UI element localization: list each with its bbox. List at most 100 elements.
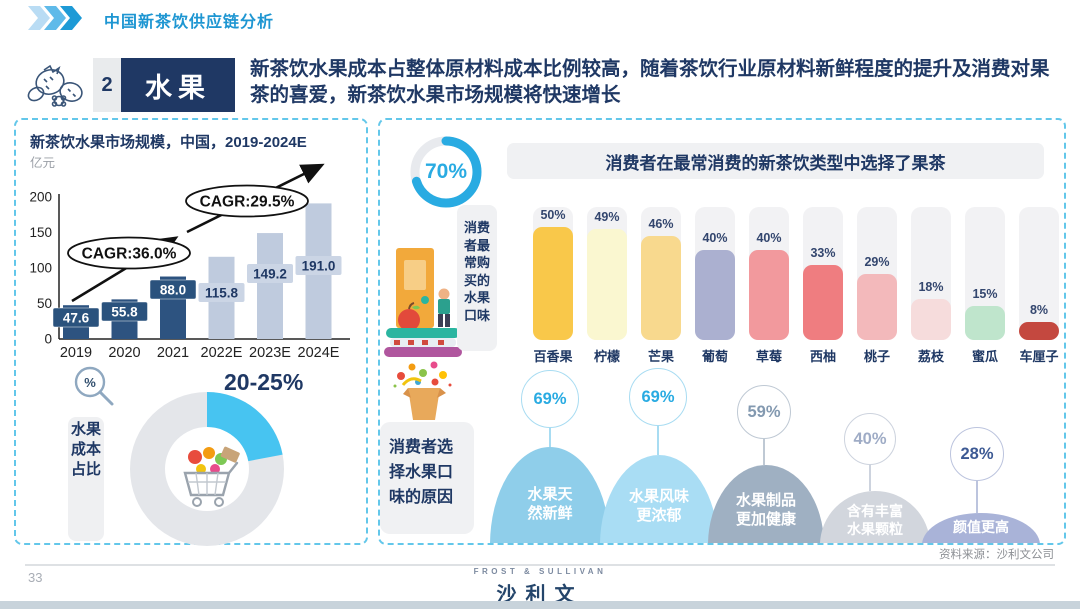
reason-dome-label: 水果天 然新鲜 <box>527 486 573 522</box>
market-bar <box>257 233 283 339</box>
fruit-bar-column: 18% 荔枝 <box>911 207 951 365</box>
x-tick: 2021 <box>157 345 189 361</box>
fruit-bar-label: 蜜瓜 <box>971 349 998 364</box>
fruit-bar-track: 40% <box>695 207 735 340</box>
books-apple-reader-illustration <box>384 248 462 357</box>
fruit-bar-label: 桃子 <box>863 349 890 364</box>
bar-value-label: 191.0 <box>302 259 336 274</box>
y-tick: 100 <box>29 261 52 276</box>
x-tick: 2022E <box>201 345 243 361</box>
cagr-ellipse <box>185 184 309 218</box>
fruit-preference-chart: 50% 百香果 49% 柠檬 46% 芒果 40% 葡萄 40% 草莓 33% 西柚 29% 桃子 18% 荔… <box>533 207 1059 365</box>
consumer-panel: 70% 消费者在最常消费的新茶饮类型中选择了果茶 消费者最常购买的水果口味 50… <box>378 118 1066 545</box>
section-badge: 水果 <box>121 58 235 112</box>
cost-share-donut-chart <box>130 392 284 546</box>
reason-percent-bubble: 69% <box>521 370 579 428</box>
fruit-tea-stat-value: 70% <box>424 160 468 183</box>
triple-chevron-right-icon <box>28 6 82 30</box>
reason-connector <box>549 428 551 447</box>
fruit-bar-label: 荔枝 <box>917 349 944 364</box>
fruit-bar-column: 40% 葡萄 <box>695 207 735 365</box>
fruit-cost-share-label: 水果成本占比 <box>68 417 104 541</box>
fruit-bar-value: 18% <box>918 280 944 294</box>
fruit-bar-track: 15% <box>965 207 1005 340</box>
reason-dome: 颜值更高 <box>922 513 1040 543</box>
fruit-bar <box>533 227 573 340</box>
fruit-bar-column: 8% 车厘子 <box>1019 207 1059 365</box>
bar-value-box <box>101 301 148 322</box>
reason-connector <box>763 439 765 465</box>
fruit-bar-value: 29% <box>864 255 890 269</box>
reason-dome-label: 水果风味 更浓郁 <box>628 488 689 524</box>
fruit-bar-label: 草莓 <box>755 349 782 364</box>
fruit-bar-track: 50% <box>533 207 573 340</box>
x-tick: 2023E <box>249 345 291 361</box>
fruit-bar-label: 芒果 <box>647 349 674 364</box>
fruit-bar-column: 40% 草莓 <box>749 207 789 365</box>
reason-dome: 水果制品 更加健康 <box>708 465 824 543</box>
fruit-bar-value: 40% <box>702 231 728 245</box>
cagr-label: CAGR:29.5% <box>200 194 295 211</box>
y-tick: 200 <box>29 190 52 205</box>
fruit-bar-column: 29% 桃子 <box>857 207 897 365</box>
fruit-tea-stat-ring <box>410 136 482 208</box>
reason-connector <box>869 465 871 491</box>
bar-value-label: 88.0 <box>160 283 186 298</box>
fruit-bar-track: 29% <box>857 207 897 340</box>
x-tick: 2024E <box>298 345 340 361</box>
fruit-bar-column: 46% 芒果 <box>641 207 681 365</box>
x-tick: 2019 <box>60 345 92 361</box>
strawberry-sketch-icon <box>27 64 83 107</box>
market-size-bar-chart: 0 50 100 150 200 47.6 2019 55.8 2020 88.0 2021 115.… <box>29 163 350 361</box>
fruit-bar <box>695 250 735 340</box>
cagr-label: CAGR:36.0% <box>82 246 177 263</box>
fruit-bar-track: 8% <box>1019 207 1059 340</box>
bar-value-label: 115.8 <box>205 286 239 301</box>
fruit-bar-track: 40% <box>749 207 789 340</box>
fruit-bar-track: 18% <box>911 207 951 340</box>
bottom-strip <box>0 601 1080 609</box>
fruit-bar-value: 8% <box>1029 303 1049 317</box>
fruit-tea-banner: 消费者在最常消费的新茶饮类型中选择了果茶 <box>507 143 1044 179</box>
y-tick: 150 <box>29 225 52 240</box>
company-logo: FROST & SULLIVAN 沙利文 <box>0 567 1080 607</box>
bar-value-label: 47.6 <box>63 311 90 326</box>
reason-dome: 水果天 然新鲜 <box>490 447 610 543</box>
bar-value-box <box>198 283 245 302</box>
reason-percent-bubble: 40% <box>844 413 896 465</box>
fruit-bar <box>641 236 681 340</box>
fruit-bar <box>965 306 1005 340</box>
page-number: 33 <box>28 570 43 585</box>
fruit-bar-label: 葡萄 <box>701 349 728 364</box>
fruit-cost-share-value: 20-25% <box>224 369 304 395</box>
fruit-bar-value: 15% <box>972 287 998 301</box>
fruit-bar-value: 33% <box>810 246 836 260</box>
reason-connector <box>657 426 659 455</box>
logo-english: FROST & SULLIVAN <box>473 567 607 576</box>
fruit-bar-column: 49% 柠檬 <box>587 207 627 365</box>
fruit-bar-label: 西柚 <box>809 349 836 364</box>
x-tick: 2020 <box>108 345 140 361</box>
bar-value-box <box>295 256 342 275</box>
bar-value-label: 55.8 <box>111 305 138 320</box>
reasons-label: 消费者选择水果口味的原因 <box>380 422 474 534</box>
fruit-bar-label: 车厘子 <box>1019 349 1059 364</box>
y-tick: 0 <box>44 332 52 347</box>
bar-value-label: 149.2 <box>253 267 287 282</box>
fruit-bar-value: 46% <box>648 217 674 231</box>
source-note: 资料来源：沙利文公司 <box>939 549 1054 561</box>
bar-value-box <box>149 279 197 300</box>
page-title: 中国新茶饮供应链分析 <box>104 14 275 31</box>
chart-title: 新茶饮水果市场规模，中国，2019-2024E <box>30 134 307 151</box>
reason-percent-bubble: 69% <box>629 368 687 426</box>
fruit-bar-value: 50% <box>540 208 566 222</box>
section-number: 2 <box>93 58 121 112</box>
fruit-bar-track: 33% <box>803 207 843 340</box>
footer-divider <box>25 564 1055 566</box>
fruit-bar <box>587 229 627 340</box>
fruit-bar <box>857 274 897 340</box>
fruit-bar <box>749 250 789 340</box>
fruit-bar-label: 百香果 <box>533 349 573 364</box>
section-headline: 新茶饮水果成本占整体原材料成本比例较高，随着茶饮行业原材料新鲜程度的提升及消费对… <box>250 58 1050 106</box>
